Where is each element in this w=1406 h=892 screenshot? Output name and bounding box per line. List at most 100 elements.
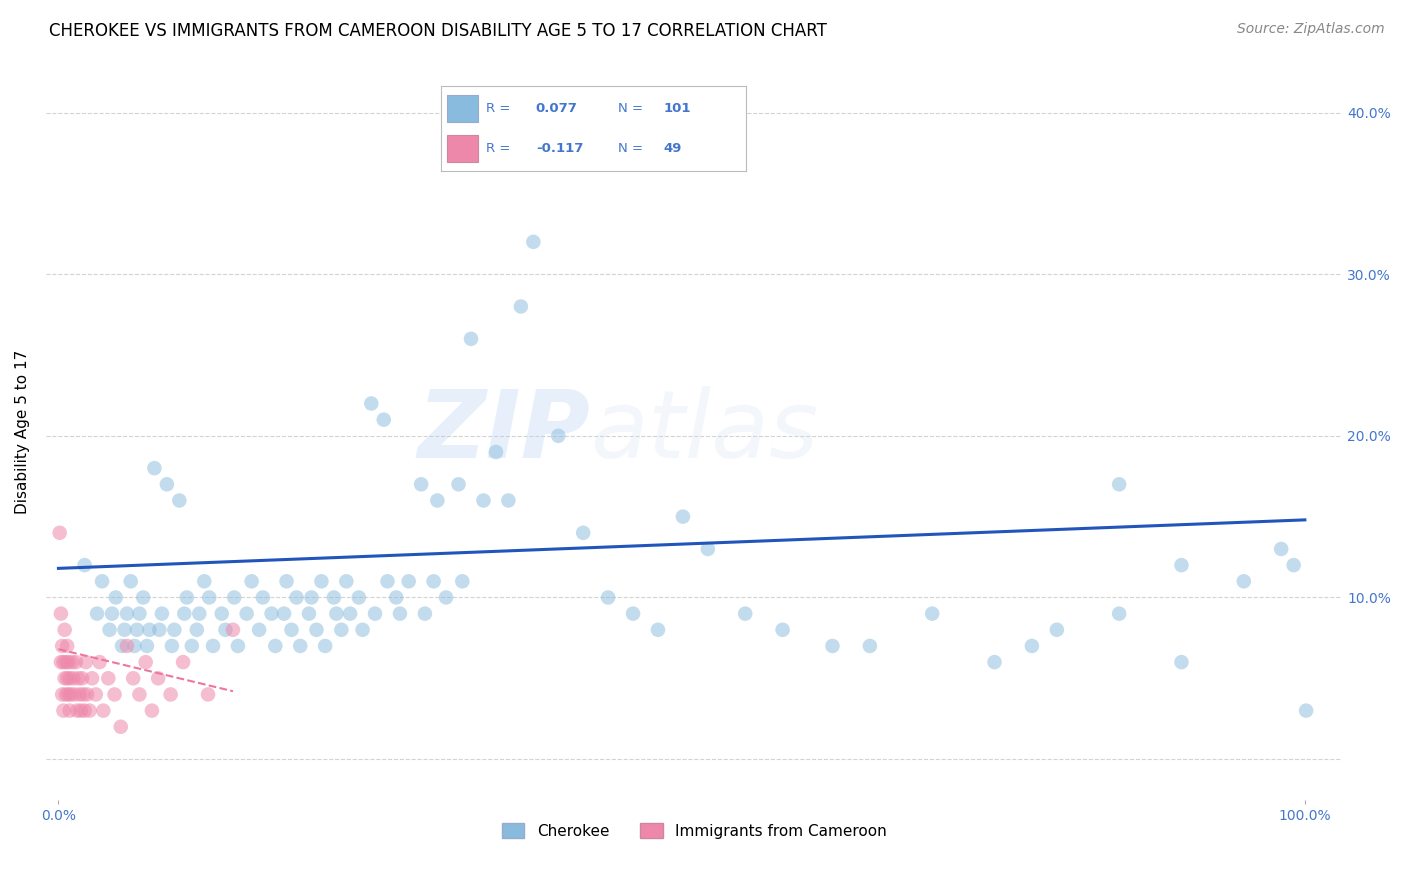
Point (1282, 558, 1305, 573)
Point (59, 704, 82, 718)
Point (498, 493, 520, 508)
Point (322, 591, 344, 605)
Point (76, 688, 98, 702)
Point (150, 607, 173, 621)
Point (226, 639, 249, 653)
Point (859, 639, 882, 653)
Point (138, 623, 160, 637)
Point (509, 300, 531, 314)
Point (55, 655, 77, 669)
Point (247, 623, 270, 637)
Point (70, 671, 93, 685)
Point (388, 607, 411, 621)
Point (114, 623, 136, 637)
Point (434, 591, 457, 605)
Point (53, 623, 76, 637)
Point (59, 671, 82, 685)
Point (335, 574, 357, 589)
Point (172, 655, 194, 669)
Point (98, 623, 121, 637)
Point (252, 591, 274, 605)
Point (647, 623, 669, 637)
Text: CHEROKEE VS IMMIGRANTS FROM CAMEROON DISABILITY AGE 5 TO 17 CORRELATION CHART: CHEROKEE VS IMMIGRANTS FROM CAMEROON DIS… (49, 22, 827, 40)
Point (1021, 639, 1043, 653)
Point (91, 574, 114, 589)
Point (240, 574, 263, 589)
Point (1108, 607, 1130, 621)
Point (921, 607, 943, 621)
Point (143, 461, 166, 475)
Point (180, 639, 202, 653)
Point (280, 623, 302, 637)
Point (426, 493, 449, 508)
Point (422, 574, 444, 589)
Text: atlas: atlas (591, 386, 818, 477)
Point (125, 623, 148, 637)
Point (224, 591, 246, 605)
Point (197, 688, 219, 702)
Point (1046, 623, 1069, 637)
Point (330, 623, 353, 637)
Point (347, 591, 370, 605)
Point (101, 607, 124, 621)
Point (621, 607, 644, 621)
Point (163, 623, 186, 637)
Point (373, 412, 395, 426)
Point (772, 623, 794, 637)
Point (65, 655, 87, 669)
Point (377, 574, 399, 589)
Point (211, 607, 233, 621)
Point (97, 671, 120, 685)
Point (128, 607, 150, 621)
Point (49, 607, 72, 621)
Point (63, 688, 86, 702)
Point (1270, 541, 1292, 556)
Point (79, 704, 101, 718)
Point (485, 445, 508, 459)
Point (173, 607, 195, 621)
Point (821, 639, 844, 653)
Point (696, 541, 718, 556)
Point (56, 671, 79, 685)
Point (136, 639, 159, 653)
Point (301, 591, 323, 605)
Point (198, 591, 221, 605)
Point (352, 623, 374, 637)
Point (103, 688, 125, 702)
Point (1295, 704, 1317, 718)
Point (115, 607, 138, 621)
Point (58, 655, 80, 669)
Point (110, 720, 132, 734)
Point (160, 639, 183, 653)
Point (472, 493, 495, 508)
Point (48, 525, 70, 540)
Point (58, 688, 80, 702)
Point (70, 704, 93, 718)
Point (1108, 477, 1130, 491)
Point (398, 574, 420, 589)
Point (122, 671, 145, 685)
Point (983, 655, 1005, 669)
Text: ZIP: ZIP (418, 385, 591, 478)
Point (522, 235, 544, 249)
Point (360, 396, 382, 410)
Legend: Cherokee, Immigrants from Cameroon: Cherokee, Immigrants from Cameroon (495, 816, 893, 845)
Point (222, 623, 245, 637)
Point (146, 671, 169, 685)
Point (89, 655, 111, 669)
Point (53, 671, 76, 685)
Point (572, 525, 595, 540)
Point (1170, 655, 1192, 669)
Point (91, 704, 114, 718)
Point (148, 623, 170, 637)
Point (159, 688, 181, 702)
Point (311, 574, 333, 589)
Point (339, 607, 361, 621)
Point (264, 639, 287, 653)
Point (62, 671, 84, 685)
Point (547, 429, 569, 443)
Point (120, 574, 142, 589)
Point (325, 607, 347, 621)
Point (411, 477, 433, 491)
Point (214, 623, 236, 637)
